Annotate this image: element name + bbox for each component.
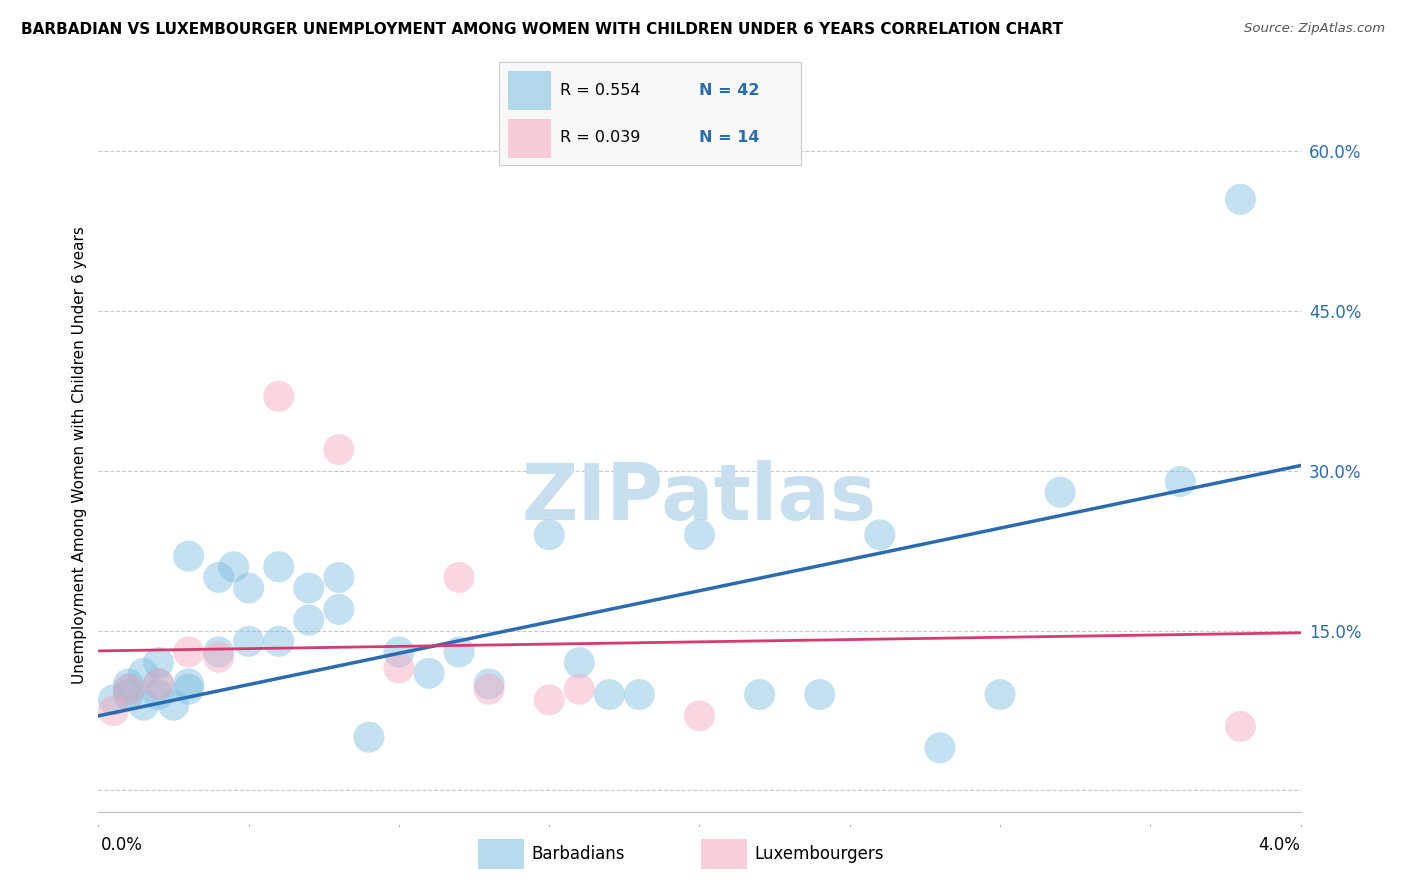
Point bbox=[117, 682, 139, 697]
Point bbox=[418, 666, 440, 681]
Text: N = 42: N = 42 bbox=[699, 83, 759, 97]
FancyBboxPatch shape bbox=[508, 70, 551, 110]
Point bbox=[988, 688, 1011, 702]
Point bbox=[132, 666, 155, 681]
Text: Barbadians: Barbadians bbox=[531, 845, 624, 863]
Y-axis label: Unemployment Among Women with Children Under 6 years: Unemployment Among Women with Children U… bbox=[72, 226, 87, 684]
Point bbox=[328, 442, 350, 457]
Point bbox=[267, 559, 290, 574]
Point bbox=[238, 634, 260, 648]
Point bbox=[1229, 192, 1251, 206]
Point bbox=[208, 570, 231, 584]
Point bbox=[103, 704, 125, 718]
Point bbox=[328, 602, 350, 616]
Text: R = 0.554: R = 0.554 bbox=[560, 83, 640, 97]
Point bbox=[748, 688, 770, 702]
Point bbox=[117, 688, 139, 702]
Point bbox=[238, 581, 260, 595]
FancyBboxPatch shape bbox=[700, 838, 747, 870]
Point bbox=[388, 661, 411, 675]
Point bbox=[148, 677, 170, 691]
Point bbox=[148, 677, 170, 691]
Point bbox=[117, 677, 139, 691]
Point bbox=[1168, 475, 1191, 489]
Text: N = 14: N = 14 bbox=[699, 130, 759, 145]
Point bbox=[162, 698, 184, 713]
Point bbox=[388, 645, 411, 659]
Point bbox=[538, 693, 561, 707]
Point bbox=[177, 677, 200, 691]
Point bbox=[208, 650, 231, 665]
Point bbox=[132, 698, 155, 713]
Point bbox=[478, 677, 501, 691]
Point bbox=[1049, 485, 1071, 500]
Point bbox=[103, 693, 125, 707]
Text: Source: ZipAtlas.com: Source: ZipAtlas.com bbox=[1244, 22, 1385, 36]
Point bbox=[538, 528, 561, 542]
Point bbox=[447, 645, 470, 659]
Point bbox=[117, 682, 139, 697]
Point bbox=[208, 645, 231, 659]
Point bbox=[628, 688, 651, 702]
Point bbox=[298, 613, 321, 627]
Point bbox=[447, 570, 470, 584]
Point bbox=[689, 709, 711, 723]
Point bbox=[267, 389, 290, 403]
Point bbox=[928, 740, 950, 755]
Text: 0.0%: 0.0% bbox=[101, 836, 143, 854]
Point bbox=[568, 656, 591, 670]
Point bbox=[357, 730, 380, 744]
Point bbox=[148, 688, 170, 702]
Point bbox=[689, 528, 711, 542]
Point bbox=[177, 682, 200, 697]
Point bbox=[267, 634, 290, 648]
Point bbox=[148, 656, 170, 670]
Point bbox=[222, 559, 245, 574]
Point bbox=[808, 688, 831, 702]
Point bbox=[328, 570, 350, 584]
Point bbox=[298, 581, 321, 595]
Text: 4.0%: 4.0% bbox=[1258, 836, 1301, 854]
Point bbox=[869, 528, 891, 542]
Point bbox=[598, 688, 620, 702]
Point bbox=[568, 682, 591, 697]
Text: Luxembourgers: Luxembourgers bbox=[754, 845, 883, 863]
FancyBboxPatch shape bbox=[478, 838, 524, 870]
Text: BARBADIAN VS LUXEMBOURGER UNEMPLOYMENT AMONG WOMEN WITH CHILDREN UNDER 6 YEARS C: BARBADIAN VS LUXEMBOURGER UNEMPLOYMENT A… bbox=[21, 22, 1063, 37]
Text: R = 0.039: R = 0.039 bbox=[560, 130, 640, 145]
Text: ZIPatlas: ZIPatlas bbox=[522, 459, 877, 536]
Point bbox=[177, 645, 200, 659]
Point bbox=[478, 682, 501, 697]
Point bbox=[1229, 719, 1251, 733]
FancyBboxPatch shape bbox=[508, 119, 551, 158]
Point bbox=[177, 549, 200, 563]
